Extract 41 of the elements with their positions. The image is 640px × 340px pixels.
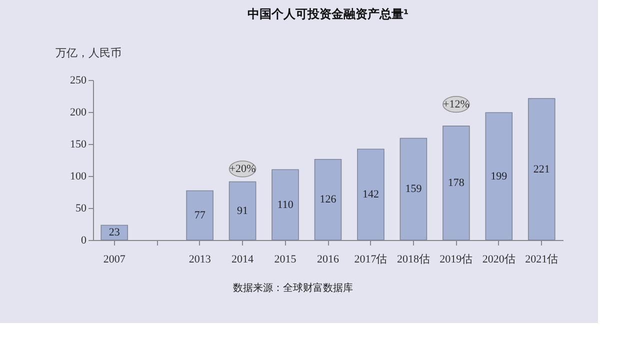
source-note: 数据来源：全球财富数据库 (233, 282, 353, 294)
x-tick-label: 2021估 (525, 254, 558, 266)
x-tick-label: 2018估 (396, 254, 430, 266)
x-tick-label: 2016 (317, 254, 340, 266)
y-tick-label: 100 (70, 170, 87, 182)
x-tick-label: 2014 (232, 254, 254, 266)
bar (186, 190, 214, 240)
data-label: 178 (448, 177, 465, 190)
x-tick-label: 2017估 (354, 254, 388, 266)
data-label: 126 (320, 194, 337, 206)
data-label: 23 (108, 226, 120, 239)
data-label: 91 (237, 204, 248, 217)
bar (228, 181, 256, 240)
data-label: 77 (194, 209, 206, 222)
bar (400, 138, 428, 240)
chart-title: 中国个人可投资金融资产总量¹ (247, 7, 409, 21)
bar (100, 224, 128, 240)
y-tick-label: 200 (70, 106, 87, 118)
data-label: 142 (362, 188, 379, 201)
y-tick-label: 150 (70, 138, 87, 150)
x-tick-label: 2013 (188, 254, 212, 266)
bar (485, 112, 513, 240)
x-tick-label: 2007 (103, 254, 126, 266)
x-tick-label: 2020估 (482, 254, 516, 266)
x-tick-label: 2015 (274, 254, 297, 266)
bar (314, 158, 342, 240)
y-tick-label: 0 (81, 234, 87, 246)
bar (272, 169, 299, 240)
bar (442, 126, 470, 240)
data-label: 221 (533, 163, 550, 176)
bar (528, 98, 556, 240)
x-tick-label: 2019估 (440, 254, 473, 266)
y-tick-label: 50 (76, 202, 87, 214)
annotation: +12% (442, 98, 470, 110)
data-label: 110 (277, 198, 294, 211)
bar (357, 148, 384, 240)
annotation: +20% (229, 162, 256, 175)
y-tick-label: 250 (70, 74, 87, 86)
data-label: 199 (490, 170, 508, 182)
y-axis-title: 万亿，人民币 (56, 46, 122, 60)
data-label: 159 (405, 183, 422, 196)
